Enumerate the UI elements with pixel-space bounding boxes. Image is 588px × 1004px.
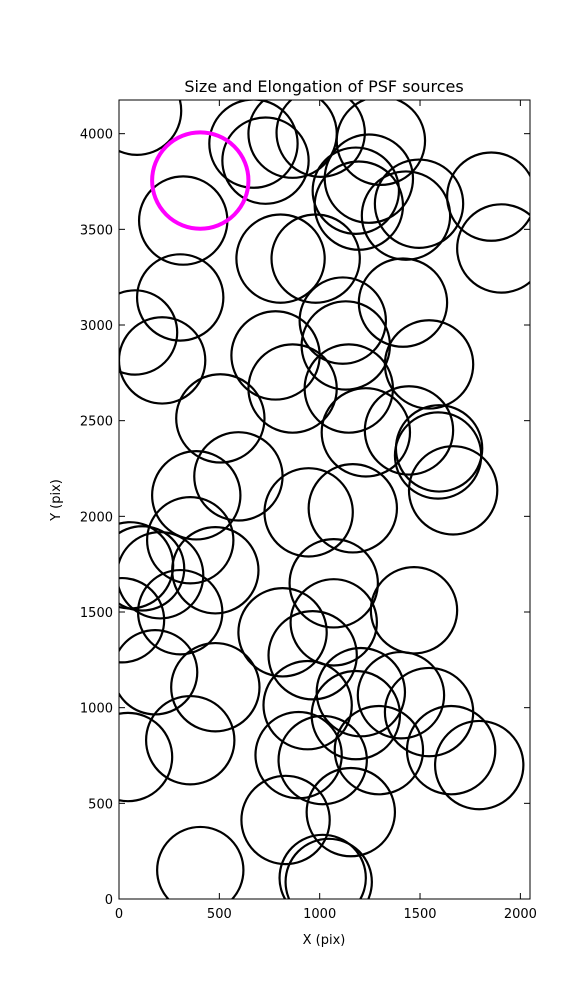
- psf-source: [170, 641, 261, 733]
- psf-source: [119, 521, 175, 610]
- psf-source: [237, 587, 328, 678]
- psf-source: [270, 213, 361, 304]
- psf-source: [156, 825, 245, 899]
- psf-source: [145, 496, 235, 585]
- psf-source: [456, 203, 530, 294]
- psf-source: [119, 576, 166, 664]
- psf-source: [335, 100, 427, 186]
- psf-source: [254, 710, 343, 800]
- x-tick-label: 0: [115, 907, 123, 922]
- psf-source: [119, 629, 199, 716]
- plot-area: [119, 100, 530, 899]
- psf-source: [151, 450, 242, 541]
- psf-source: [119, 289, 179, 376]
- psf-source: [240, 774, 331, 866]
- y-tick-label: 4000: [80, 128, 113, 143]
- plot-frame: [118, 99, 531, 900]
- psf-source: [373, 158, 465, 249]
- x-tick-label: 2000: [504, 907, 537, 922]
- psf-source: [393, 411, 483, 500]
- chart-title: Size and Elongation of PSF sources: [184, 77, 463, 96]
- y-tick-label: 2500: [80, 415, 113, 430]
- psf-source: [333, 704, 425, 796]
- psf-source: [230, 310, 321, 401]
- psf-source: [310, 669, 402, 761]
- x-tick-label: 500: [207, 907, 232, 922]
- psf-source: [356, 650, 446, 740]
- psf-source: [277, 714, 368, 806]
- x-axis-label: X (pix): [303, 933, 346, 948]
- psf-source: [119, 100, 183, 156]
- psf-source: [315, 646, 407, 738]
- psf-source: [383, 319, 475, 410]
- psf-source: [360, 170, 452, 261]
- psf-source: [369, 566, 459, 655]
- psf-source: [363, 385, 455, 476]
- y-tick-label: 3000: [80, 319, 113, 334]
- psf-source: [275, 100, 366, 178]
- y-axis-label: Y (pix): [49, 479, 64, 522]
- psf-source: [136, 568, 224, 656]
- y-tick-label: 1000: [80, 702, 113, 717]
- psf-source: [135, 253, 225, 342]
- psf-source: [235, 213, 326, 304]
- psf-source: [433, 719, 525, 811]
- psf-source: [407, 445, 499, 536]
- psf-source: [119, 525, 186, 612]
- psf-source: [144, 694, 236, 786]
- psf-source: [307, 463, 399, 554]
- psf-source: [298, 276, 388, 365]
- psf-source: [284, 837, 373, 899]
- psf-source: [119, 316, 207, 405]
- psf-source: [289, 578, 378, 667]
- psf-source: [119, 711, 174, 803]
- x-tick-label: 1500: [403, 907, 436, 922]
- psf-source: [119, 531, 205, 620]
- psf-source: [305, 766, 397, 858]
- psf-source: [175, 373, 266, 464]
- y-tick-label: 3500: [80, 223, 113, 238]
- x-tick-label: 1000: [303, 907, 336, 922]
- psf-source: [263, 467, 354, 558]
- psf-source: [278, 833, 367, 899]
- psf-source: [288, 538, 379, 629]
- psf-source: [357, 257, 449, 348]
- psf-source: [221, 116, 310, 205]
- psf-source: [247, 343, 338, 434]
- psf-source: [320, 387, 412, 478]
- psf-source: [405, 704, 497, 796]
- y-tick-label: 2000: [80, 510, 113, 525]
- psf-source: [267, 609, 358, 701]
- y-tick-label: 500: [88, 797, 113, 812]
- y-tick-label: 0: [105, 893, 113, 908]
- psf-source: [262, 659, 353, 751]
- psf-source: [150, 130, 251, 231]
- psf-source: [311, 146, 401, 235]
- y-tick-label: 1500: [80, 606, 113, 621]
- psf-source: [446, 151, 530, 242]
- psf-source: [208, 100, 299, 189]
